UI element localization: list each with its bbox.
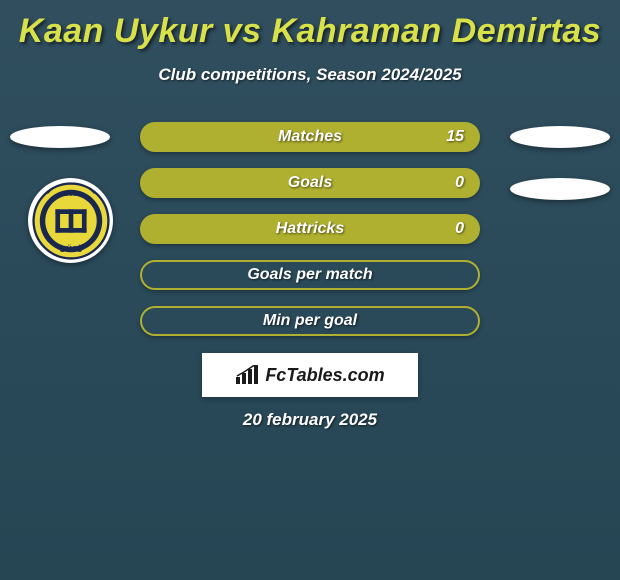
stat-value: 0 (455, 220, 464, 238)
svg-text:ANKARA: ANKARA (59, 192, 83, 198)
stat-bar-min-per-goal: Min per goal (140, 306, 480, 336)
stat-bar-matches: Matches 15 (140, 122, 480, 152)
chart-icon (235, 365, 259, 385)
page-title: Kaan Uykur vs Kahraman Demirtas (0, 0, 620, 51)
player2-placeholder (510, 126, 610, 148)
brand-box[interactable]: FcTables.com (202, 353, 418, 397)
player2-club-placeholder (510, 178, 610, 200)
brand-text: FcTables.com (265, 365, 384, 386)
subtitle: Club competitions, Season 2024/2025 (0, 65, 620, 85)
stats-container: Matches 15 Goals 0 Hattricks 0 Goals per… (140, 122, 480, 352)
stat-value: 0 (455, 174, 464, 192)
stat-label: Hattricks (276, 220, 344, 238)
stat-value: 15 (446, 128, 464, 146)
stat-bar-hattricks: Hattricks 0 (140, 214, 480, 244)
stat-label: Min per goal (263, 312, 357, 330)
stat-label: Goals (288, 174, 332, 192)
stat-bar-goals-per-match: Goals per match (140, 260, 480, 290)
stat-label: Goals per match (247, 266, 372, 284)
ankaragucu-badge-icon: ANKARA GÜCÜ (32, 182, 110, 260)
stat-bar-goals: Goals 0 (140, 168, 480, 198)
player1-club-badge: ANKARA GÜCÜ (28, 178, 113, 263)
stat-label: Matches (278, 128, 342, 146)
date-text: 20 february 2025 (0, 410, 620, 430)
svg-text:GÜCÜ: GÜCÜ (59, 245, 82, 254)
player1-placeholder (10, 126, 110, 148)
